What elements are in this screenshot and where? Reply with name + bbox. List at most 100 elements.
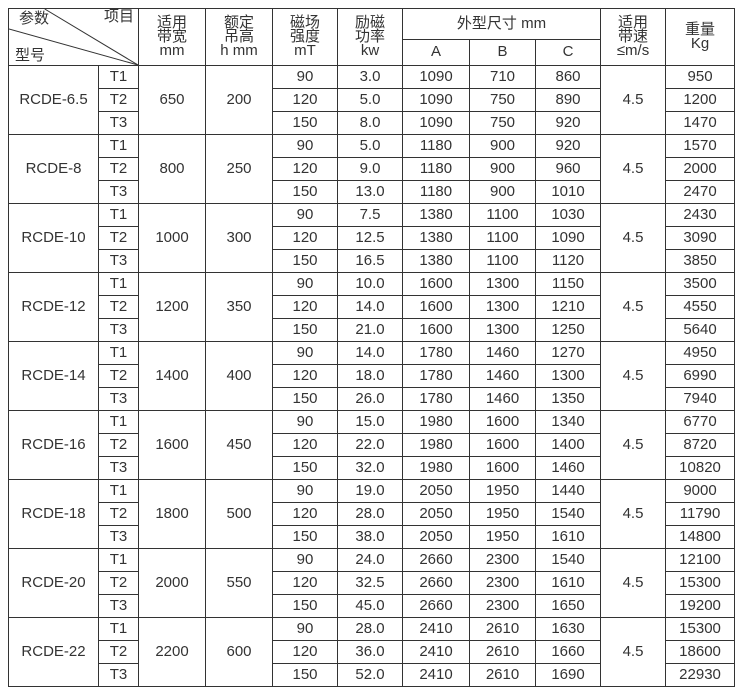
dim-c-cell: 1460 — [534, 456, 602, 480]
dim-c-cell: 1630 — [534, 617, 602, 641]
field-cell: 120 — [272, 364, 338, 388]
speed-cell: 4.5 — [600, 617, 667, 687]
type-cell: T3 — [98, 180, 139, 204]
dim-b-cell: 1600 — [469, 433, 536, 457]
width-cell: 1800 — [138, 479, 206, 549]
type-cell: T1 — [98, 548, 139, 572]
dim-b-cell: 2610 — [469, 617, 536, 641]
dim-a-cell: 2660 — [402, 571, 470, 595]
type-cell: T2 — [98, 295, 139, 319]
type-cell: T1 — [98, 617, 139, 641]
speed-cell: 4.5 — [600, 203, 667, 273]
dim-b-cell: 1460 — [469, 341, 536, 365]
field-cell: 120 — [272, 640, 338, 664]
weight-cell: 12100 — [665, 548, 736, 572]
power-cell: 7.5 — [337, 203, 403, 227]
weight-cell: 1200 — [665, 88, 736, 112]
width-cell: 2000 — [138, 548, 206, 618]
field-cell: 120 — [272, 571, 338, 595]
table-row: RCDE-14 T1 1400 400 90 14.0 1780 1460 1270 4.5 495… — [8, 341, 736, 411]
field-cell: 120 — [272, 502, 338, 526]
dim-a-cell: 1600 — [402, 318, 470, 342]
dim-c-cell: 920 — [534, 134, 602, 158]
power-cell: 32.0 — [337, 456, 403, 480]
table-row: RCDE-18 T1 1800 500 90 19.0 2050 1950 1440 4.5 900… — [8, 479, 736, 549]
dim-c-cell: 1610 — [534, 525, 602, 549]
field-cell: 90 — [272, 203, 338, 227]
field-cell: 150 — [272, 180, 338, 204]
dim-c-cell: 1350 — [534, 387, 602, 411]
dim-c-cell: 920 — [534, 111, 602, 135]
type-cell: T2 — [98, 571, 139, 595]
field-cell: 150 — [272, 387, 338, 411]
model-name: RCDE-20 — [8, 548, 99, 618]
dim-c-cell: 890 — [534, 88, 602, 112]
type-cell: T3 — [98, 249, 139, 273]
dim-a-cell: 1380 — [402, 226, 470, 250]
dim-c-cell: 1250 — [534, 318, 602, 342]
power-cell: 5.0 — [337, 134, 403, 158]
dim-b-cell: 1600 — [469, 456, 536, 480]
power-cell: 12.5 — [337, 226, 403, 250]
dim-b-cell: 2300 — [469, 571, 536, 595]
dim-c-cell: 1440 — [534, 479, 602, 503]
speed-cell: 4.5 — [600, 341, 667, 411]
weight-cell: 950 — [665, 65, 736, 89]
width-cell: 800 — [138, 134, 206, 204]
power-cell: 19.0 — [337, 479, 403, 503]
field-cell: 90 — [272, 134, 338, 158]
weight-cell: 7940 — [665, 387, 736, 411]
dim-a-cell: 1780 — [402, 341, 470, 365]
width-cell: 1200 — [138, 272, 206, 342]
type-cell: T3 — [98, 525, 139, 549]
type-cell: T3 — [98, 318, 139, 342]
weight-cell: 18600 — [665, 640, 736, 664]
power-cell: 16.5 — [337, 249, 403, 273]
table-row: T2 120 32.5 2660 2300 1610 15300 — [9, 571, 736, 595]
speed-cell: 4.5 — [600, 65, 667, 135]
power-cell: 18.0 — [337, 364, 403, 388]
table-row: T3 150 21.0 1600 1300 1250 5640 — [9, 318, 736, 342]
header-dims: 外型尺寸 mm — [401, 8, 602, 40]
dim-b-cell: 2610 — [469, 640, 536, 664]
field-cell: 120 — [272, 295, 338, 319]
type-cell: T3 — [98, 594, 139, 618]
dim-b-cell: 1600 — [469, 410, 536, 434]
field-cell: 120 — [272, 157, 338, 181]
table-row: RCDE-22 T1 2200 600 90 28.0 2410 2610 1630 4.5 153… — [8, 617, 736, 687]
type-cell: T1 — [98, 134, 139, 158]
power-cell: 45.0 — [337, 594, 403, 618]
dim-a-cell: 1180 — [402, 180, 470, 204]
dim-a-cell: 1980 — [402, 433, 470, 457]
power-cell: 9.0 — [337, 157, 403, 181]
weight-cell: 1570 — [665, 134, 736, 158]
field-cell: 120 — [272, 433, 338, 457]
field-cell: 120 — [272, 88, 338, 112]
weight-cell: 4950 — [665, 341, 736, 365]
dim-b-cell: 750 — [469, 88, 536, 112]
weight-cell: 22930 — [665, 663, 736, 687]
table-row: T3 150 16.5 1380 1100 1120 3850 — [9, 249, 736, 273]
weight-cell: 3850 — [665, 249, 736, 273]
dim-b-cell: 710 — [469, 65, 536, 89]
field-cell: 120 — [272, 226, 338, 250]
weight-cell: 3090 — [665, 226, 736, 250]
type-cell: T1 — [98, 203, 139, 227]
height-cell: 350 — [205, 272, 273, 342]
power-cell: 14.0 — [337, 295, 403, 319]
dim-a-cell: 2050 — [402, 525, 470, 549]
speed-cell: 4.5 — [600, 272, 667, 342]
speed-cell: 4.5 — [600, 548, 667, 618]
power-cell: 5.0 — [337, 88, 403, 112]
power-cell: 26.0 — [337, 387, 403, 411]
power-cell: 28.0 — [337, 617, 403, 641]
power-cell: 3.0 — [337, 65, 403, 89]
dim-b-cell: 1300 — [469, 272, 536, 296]
weight-cell: 15300 — [665, 617, 736, 641]
field-cell: 150 — [272, 111, 338, 135]
model-name: RCDE-10 — [8, 203, 99, 273]
power-cell: 14.0 — [337, 341, 403, 365]
header-height: 额定 吊高 h mm — [205, 8, 273, 66]
model-name: RCDE-8 — [8, 134, 99, 204]
dim-a-cell: 1380 — [402, 249, 470, 273]
